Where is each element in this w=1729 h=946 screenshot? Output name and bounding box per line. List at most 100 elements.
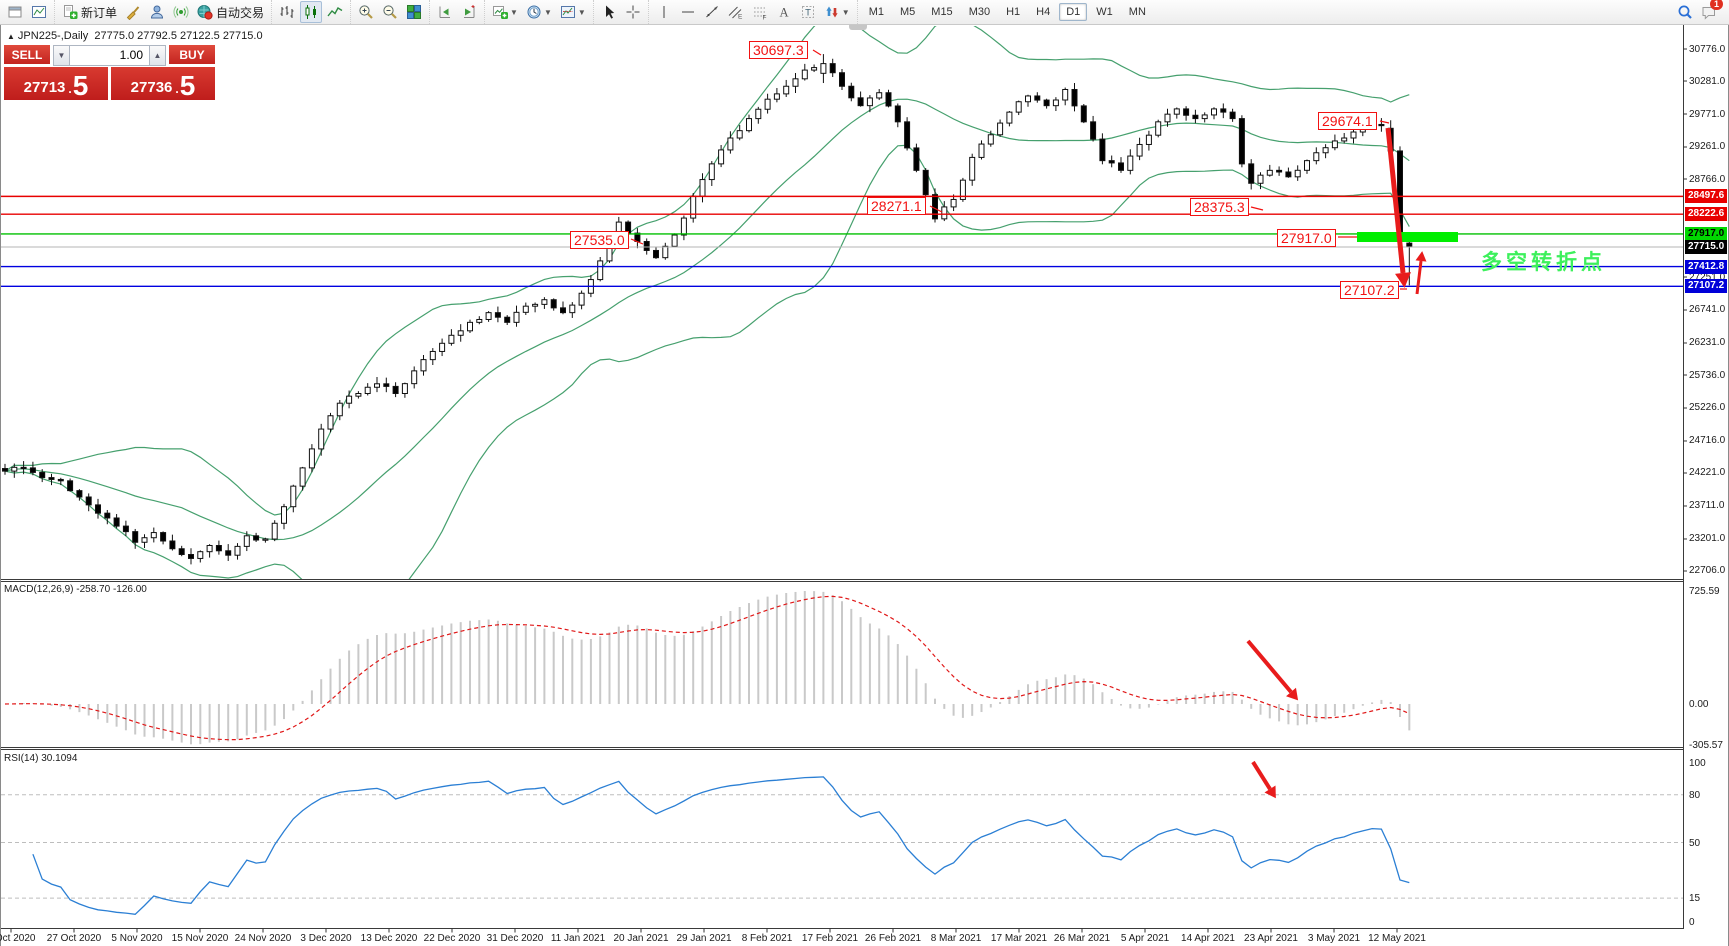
signal-button[interactable] — [170, 1, 192, 23]
notifications-button[interactable]: 1 — [1698, 0, 1723, 23]
x-axis-date-label: 8 Oct 2020 — [0, 933, 36, 944]
one-click-trading-panel: SELL ▼ 1.00 ▲ BUY 27713. 5 27736. 5 — [4, 45, 215, 100]
timeframe-mn-button[interactable]: MN — [1128, 6, 1146, 18]
chevron-down-icon[interactable]: ▼ — [577, 7, 586, 17]
chart-preview-button[interactable] — [28, 1, 50, 23]
x-axis-date-label: 29 Jan 2021 — [676, 933, 732, 944]
text-button[interactable]: A — [773, 1, 795, 23]
trendline-button[interactable] — [701, 1, 723, 23]
zoom-out-button[interactable] — [379, 1, 401, 23]
y-axis-tick-label: 26231.0 — [1689, 337, 1726, 349]
candlestick-chart-button[interactable] — [300, 1, 323, 23]
auto-trading-icon — [197, 5, 213, 20]
price-line-label: 27715.0 — [1685, 239, 1728, 254]
line-chart-icon — [327, 7, 343, 17]
text-label-button[interactable]: T — [797, 1, 819, 23]
price-line-label: 27917.0 — [1685, 226, 1728, 241]
chart-window-button[interactable] — [4, 1, 26, 23]
price-annotation-label[interactable]: 27535.0 — [570, 231, 629, 249]
broom-button[interactable] — [122, 1, 144, 23]
timeframe-w1-button[interactable]: W1 — [1096, 6, 1113, 18]
channel-icon: E — [728, 6, 743, 20]
volume-decrease-button[interactable]: ▼ — [53, 45, 70, 66]
x-axis-date-label: 26 Feb 2021 — [864, 933, 922, 944]
price-annotation-label[interactable]: 28271.1 — [867, 197, 926, 215]
search-button[interactable] — [1674, 1, 1696, 23]
chevron-down-icon[interactable]: ▼ — [510, 7, 518, 17]
timeframe-h1-button[interactable]: H1 — [1006, 6, 1021, 18]
sell-button[interactable]: SELL — [4, 45, 50, 66]
y-axis-tick-label: 22706.0 — [1689, 565, 1726, 577]
timeframe-m1-button[interactable]: M1 — [868, 6, 884, 18]
bull-bear-turning-point-note[interactable]: 多空转折点 — [1481, 251, 1606, 274]
arrows-button[interactable]: ▼ — [821, 1, 853, 23]
y-axis-tick-label: 26741.0 — [1689, 304, 1726, 316]
x-axis-date-label: 20 Jan 2021 — [613, 933, 669, 944]
chart-preview-icon — [32, 6, 46, 18]
x-axis-date-label: 26 Mar 2021 — [1053, 933, 1111, 944]
price-annotation-label[interactable]: 27917.0 — [1277, 229, 1336, 247]
bar-chart-button[interactable] — [276, 1, 298, 23]
channel-button[interactable]: E — [725, 1, 747, 23]
timeframe-m30-button[interactable]: M30 — [968, 6, 991, 18]
tile-windows-icon — [407, 5, 422, 19]
horizontal-line-button[interactable] — [677, 1, 699, 23]
new-order-button[interactable]: 新订单 — [59, 1, 120, 23]
notification-badge: 1 — [1709, 0, 1723, 10]
timeframe-m5-button[interactable]: M5 — [900, 6, 916, 18]
sell-price[interactable]: 27713. 5 — [4, 67, 108, 100]
cursor-icon — [605, 5, 614, 19]
user-button[interactable] — [146, 1, 168, 23]
pane-splitter-handle[interactable] — [849, 25, 867, 30]
toolbar: 新订单 自动交易 ▼ ▼ ▼ E F A T ▼ M1 M5 M15 M30 H1 H4 D1 W1 MN 1 — [0, 0, 1729, 25]
rsi-axis-label: 15 — [1689, 893, 1701, 905]
auto-scroll-button[interactable] — [458, 1, 480, 23]
y-axis-tick-label: 24221.0 — [1689, 467, 1726, 479]
timeframe-m15-button[interactable]: M15 — [931, 6, 953, 18]
macd-axis-label: -305.57 — [1689, 740, 1723, 751]
buy-price[interactable]: 27736. 5 — [111, 67, 215, 100]
trendline-icon — [705, 6, 718, 18]
chart-canvas[interactable] — [1, 25, 1729, 946]
svg-text:A: A — [779, 6, 788, 20]
cursor-button[interactable] — [598, 1, 620, 23]
chart-symbol-period: JPN225-,Daily — [17, 30, 89, 42]
period-button[interactable]: ▼ — [523, 1, 555, 23]
x-axis-date-label: 17 Feb 2021 — [801, 933, 859, 944]
chevron-down-icon[interactable]: ▼ — [543, 7, 552, 17]
x-axis-date-label: 22 Dec 2020 — [423, 933, 481, 944]
volume-increase-button[interactable]: ▲ — [149, 45, 166, 66]
price-annotation-label[interactable]: 27107.2 — [1340, 281, 1399, 299]
price-annotation-label[interactable]: 28375.3 — [1190, 198, 1249, 216]
add-indicator-button[interactable]: ▼ — [489, 1, 521, 23]
vertical-line-icon — [663, 6, 665, 18]
price-annotation-label[interactable]: 30697.3 — [749, 41, 808, 59]
y-axis-tick-label: 30281.0 — [1689, 75, 1726, 87]
chart-window-icon — [8, 6, 22, 18]
auto-trading-button[interactable]: 自动交易 — [194, 1, 267, 23]
chevron-down-icon[interactable]: ▼ — [841, 7, 850, 17]
y-axis-tick-label: 25736.0 — [1689, 369, 1726, 381]
horizontal-line-icon — [681, 11, 694, 13]
chart-shift-button[interactable] — [434, 1, 456, 23]
bar-chart-icon — [280, 6, 294, 18]
buy-button[interactable]: BUY — [169, 45, 215, 66]
timeframe-d1-button[interactable]: D1 — [1059, 3, 1088, 21]
template-button[interactable]: ▼ — [557, 1, 589, 23]
x-axis-date-label: 17 Mar 2021 — [990, 933, 1048, 944]
line-chart-button[interactable] — [324, 1, 346, 23]
fibonacci-button[interactable]: F — [749, 1, 771, 23]
auto-scroll-icon — [464, 5, 475, 18]
y-axis-tick-label: 27251.0 — [1689, 271, 1726, 283]
x-axis-date-label: 8 Feb 2021 — [741, 933, 793, 944]
timeframe-h4-button[interactable]: H4 — [1036, 6, 1051, 18]
zoom-in-button[interactable] — [355, 1, 377, 23]
vertical-line-button[interactable] — [653, 1, 675, 23]
price-annotation-label[interactable]: 29674.1 — [1318, 112, 1377, 130]
tile-windows-button[interactable] — [403, 1, 425, 23]
crosshair-button[interactable] — [622, 1, 644, 23]
x-axis-date-label: 23 Apr 2021 — [1244, 933, 1298, 944]
collapse-icon[interactable]: ▲ — [7, 32, 15, 41]
y-axis-tick-label: 30776.0 — [1689, 43, 1726, 55]
volume-input[interactable]: 1.00 — [70, 45, 149, 66]
